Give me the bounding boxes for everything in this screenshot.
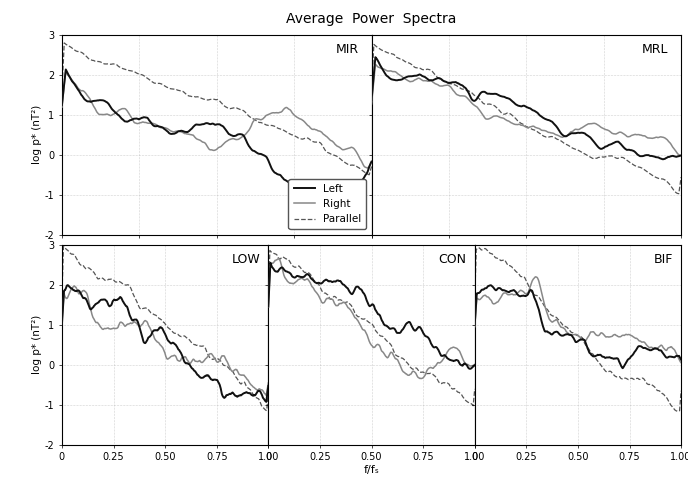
Text: CON: CON (438, 252, 466, 266)
Text: MIR: MIR (336, 42, 359, 56)
Text: MRL: MRL (642, 42, 669, 56)
Legend: Left, Right, Parallel: Left, Right, Parallel (288, 178, 366, 229)
Text: BIF: BIF (654, 252, 673, 266)
X-axis label: f/fₛ: f/fₛ (363, 465, 380, 475)
Text: LOW: LOW (231, 252, 260, 266)
Text: Average  Power  Spectra: Average Power Spectra (286, 12, 457, 26)
Y-axis label: log p* (nT²): log p* (nT²) (32, 105, 42, 164)
Y-axis label: log p* (nT²): log p* (nT²) (32, 315, 42, 374)
